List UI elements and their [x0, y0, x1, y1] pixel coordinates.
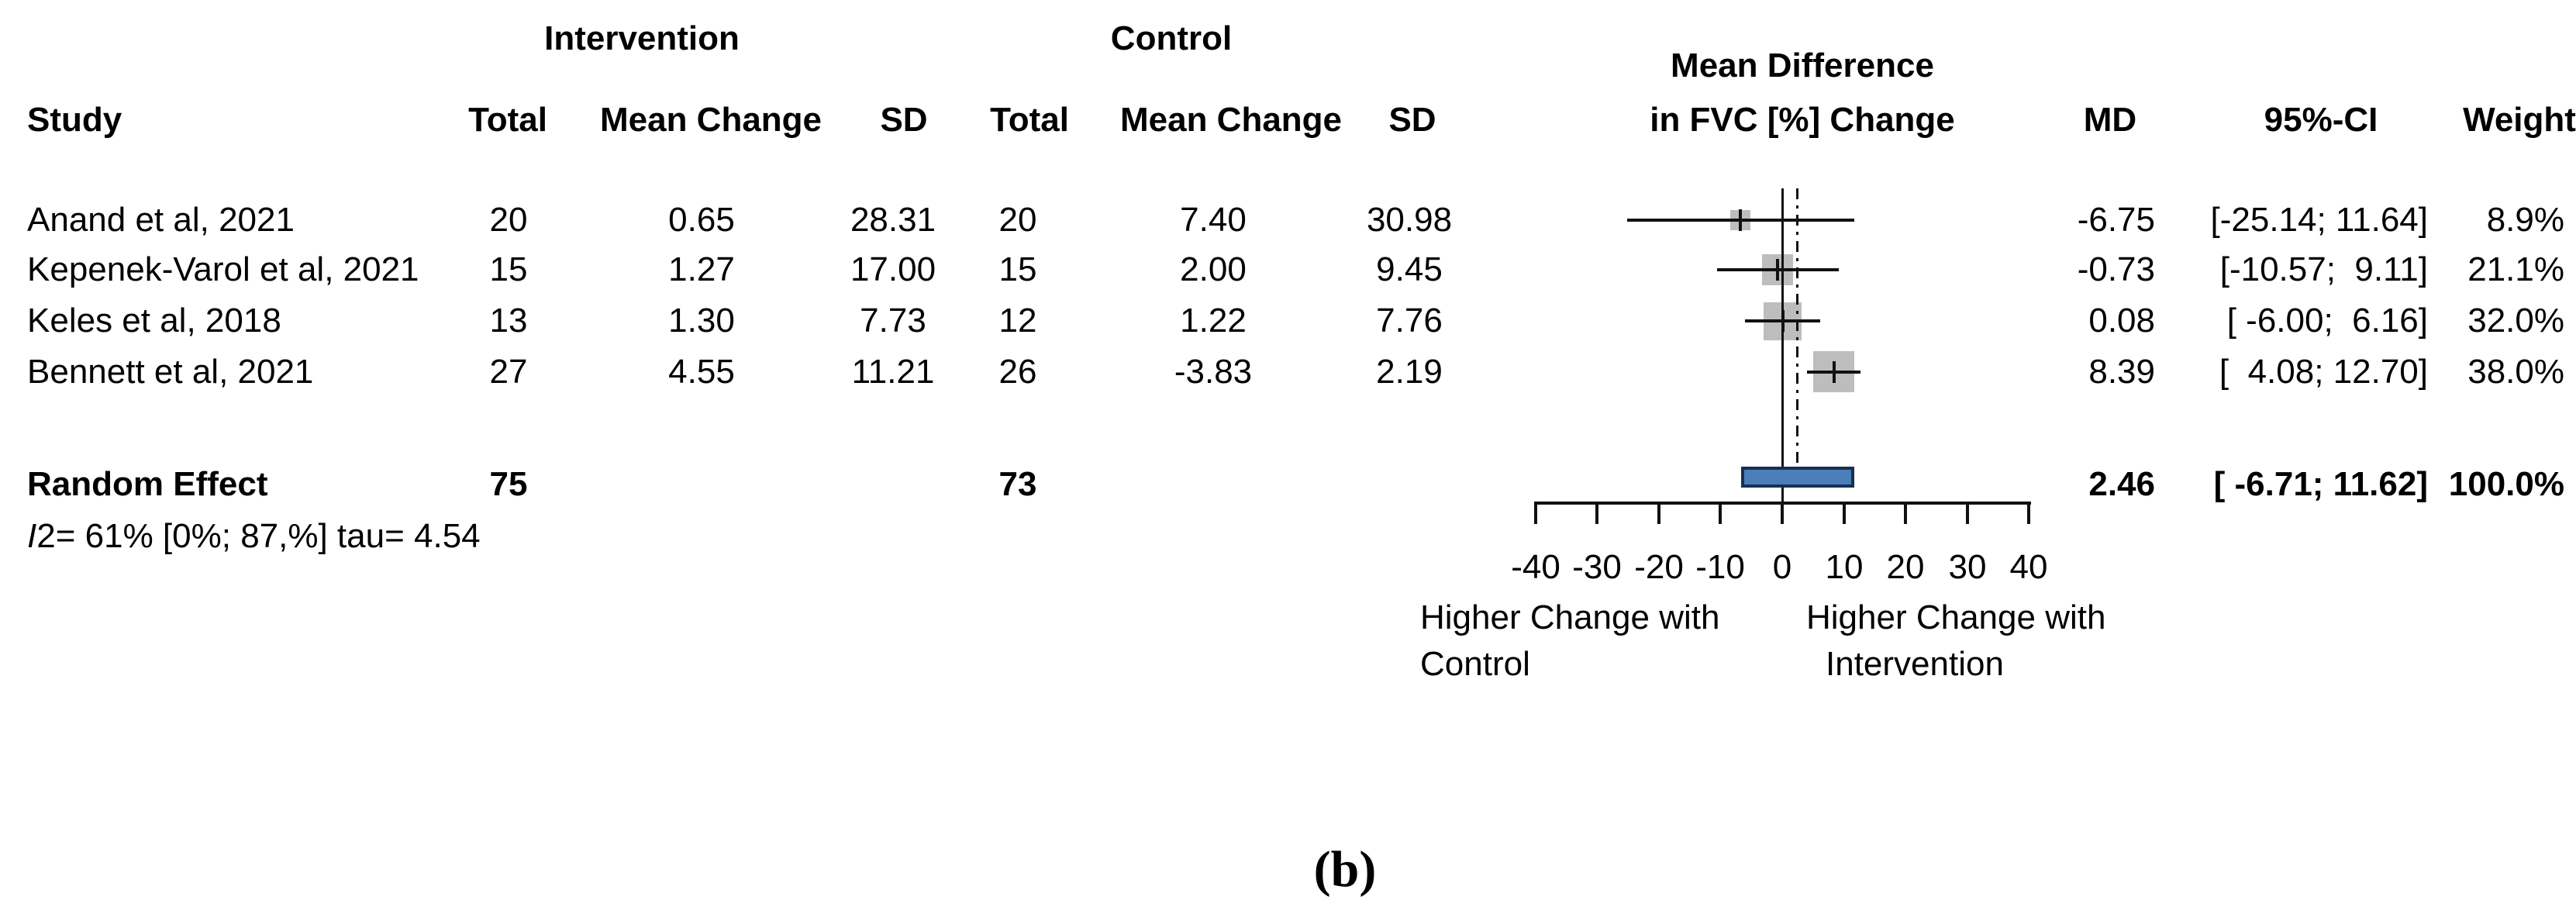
col-header-sd-int: SD [880, 101, 928, 139]
total-ctrl: 12 [998, 302, 1037, 340]
sd-ctrl: 7.76 [1376, 302, 1443, 340]
col-header-meanchange-int: Mean Change [599, 101, 822, 139]
x-axis-tick-label: -10 [1695, 548, 1745, 586]
x-axis-tick-label: 30 [1948, 548, 1987, 586]
sd-int: 7.73 [860, 302, 926, 340]
ci-value: [-10.57; 9.11] [2219, 250, 2428, 288]
x-axis-tick-label: 10 [1825, 548, 1864, 586]
col-header-meanchange-ctrl: Mean Change [1119, 101, 1343, 139]
sd-ctrl: 9.45 [1376, 250, 1443, 288]
col-header-weight: Weight [2463, 101, 2576, 139]
x-axis-tick [1843, 502, 1846, 524]
col-header-ci: 95%-CI [2264, 101, 2378, 139]
pooled-reference-line [1796, 188, 1798, 467]
col-header-total-ctrl: Total [990, 101, 1069, 139]
mean-ctrl: 7.40 [1180, 201, 1247, 239]
study-name: Kepenek-Varol et al, 2021 [27, 250, 419, 288]
study-name: Bennett et al, 2021 [27, 353, 314, 391]
study-name: Keles et al, 2018 [27, 302, 281, 340]
pooled-estimate-bar [1741, 467, 1854, 488]
total-int: 27 [489, 353, 528, 391]
total-ctrl: 15 [998, 250, 1037, 288]
weight-value: 38.0% [2467, 353, 2564, 391]
x-axis-tick-label: -30 [1572, 548, 1622, 586]
mean-ctrl: 1.22 [1180, 302, 1247, 340]
effect-header-line2: in FVC [%] Change [1650, 101, 1955, 139]
total-ctrl: 26 [998, 353, 1037, 391]
x-axis-tick [2027, 502, 2030, 524]
x-axis-tick-label: 40 [2009, 548, 2048, 586]
mean-ctrl: 2.00 [1180, 250, 1247, 288]
heterogeneity-text: = 61% [0%; 87,%] tau= 4.54 [55, 517, 481, 555]
sd-ctrl: 2.19 [1376, 353, 1443, 391]
heterogeneity-stats: I2= 61% [0%; 87,%] tau= 4.54 [27, 516, 481, 557]
weight-value: 32.0% [2467, 302, 2564, 340]
mean-int: 0.65 [668, 201, 735, 239]
effect-header-line1: Mean Difference [1671, 47, 1934, 84]
point-estimate-tick [1776, 259, 1779, 281]
group-header-intervention: Intervention [544, 19, 740, 57]
pooled-total-int: 75 [489, 465, 528, 503]
pooled-weight-value: 100.0% [2448, 465, 2564, 503]
total-int: 15 [489, 250, 528, 288]
point-estimate-tick [1781, 310, 1785, 332]
x-axis-tick-label: 0 [1772, 548, 1792, 586]
col-header-md: MD [2083, 101, 2137, 139]
sd-int: 11.21 [851, 353, 935, 391]
md-value: 8.39 [2088, 353, 2155, 391]
study-name: Anand et al, 2021 [27, 201, 295, 239]
subfigure-caption: (b) [1313, 841, 1377, 898]
mean-ctrl: -3.83 [1174, 353, 1253, 391]
md-value: 0.08 [2088, 302, 2155, 340]
col-header-total-int: Total [468, 101, 547, 139]
total-ctrl: 20 [998, 201, 1037, 239]
sd-ctrl: 30.98 [1366, 201, 1453, 239]
i-squared-exponent: 2 [36, 517, 56, 555]
weight-value: 21.1% [2467, 250, 2564, 288]
axis-label-right-line1: Higher Change with [1806, 598, 2106, 636]
x-axis-tick [1966, 502, 1969, 524]
point-estimate-tick [1833, 361, 1836, 383]
x-axis-tick-label: 20 [1886, 548, 1925, 586]
x-axis-tick [1534, 502, 1537, 524]
total-int: 13 [489, 302, 528, 340]
col-header-sd-ctrl: SD [1388, 101, 1436, 139]
x-axis-tick [1904, 502, 1907, 524]
pooled-md-value: 2.46 [2088, 465, 2155, 503]
ci-value: [ -6.00; 6.16] [2226, 302, 2428, 340]
zero-reference-line [1781, 188, 1784, 502]
ci-value: [-25.14; 11.64] [2210, 201, 2429, 239]
x-axis-tick [1781, 502, 1784, 524]
weight-value: 8.9% [2486, 201, 2564, 239]
pooled-total-ctrl: 73 [998, 465, 1037, 503]
x-axis-tick-label: -20 [1634, 548, 1684, 586]
axis-label-left-line1: Higher Change with [1420, 598, 1720, 636]
md-value: -6.75 [2077, 201, 2155, 239]
point-estimate-tick [1739, 209, 1742, 231]
mean-int: 1.30 [668, 302, 735, 340]
pooled-label: Random Effect [27, 465, 268, 503]
col-header-study: Study [27, 101, 122, 139]
axis-label-right-line2: Intervention [1826, 645, 2004, 683]
x-axis-tick [1719, 502, 1722, 524]
x-axis-tick [1657, 502, 1660, 524]
ci-value: [ 4.08; 12.70] [2219, 353, 2428, 391]
mean-int: 4.55 [668, 353, 735, 391]
x-axis-tick-label: -40 [1511, 548, 1560, 586]
axis-label-left-line2: Control [1420, 645, 1530, 683]
sd-int: 17.00 [850, 250, 936, 288]
mean-int: 1.27 [668, 250, 735, 288]
sd-int: 28.31 [850, 201, 936, 239]
total-int: 20 [489, 201, 528, 239]
md-value: -0.73 [2077, 250, 2155, 288]
pooled-ci-value: [ -6.71; 11.62] [2213, 465, 2428, 503]
i-squared-letter: I [27, 517, 37, 555]
x-axis-tick [1595, 502, 1598, 524]
group-header-control: Control [1110, 19, 1233, 57]
